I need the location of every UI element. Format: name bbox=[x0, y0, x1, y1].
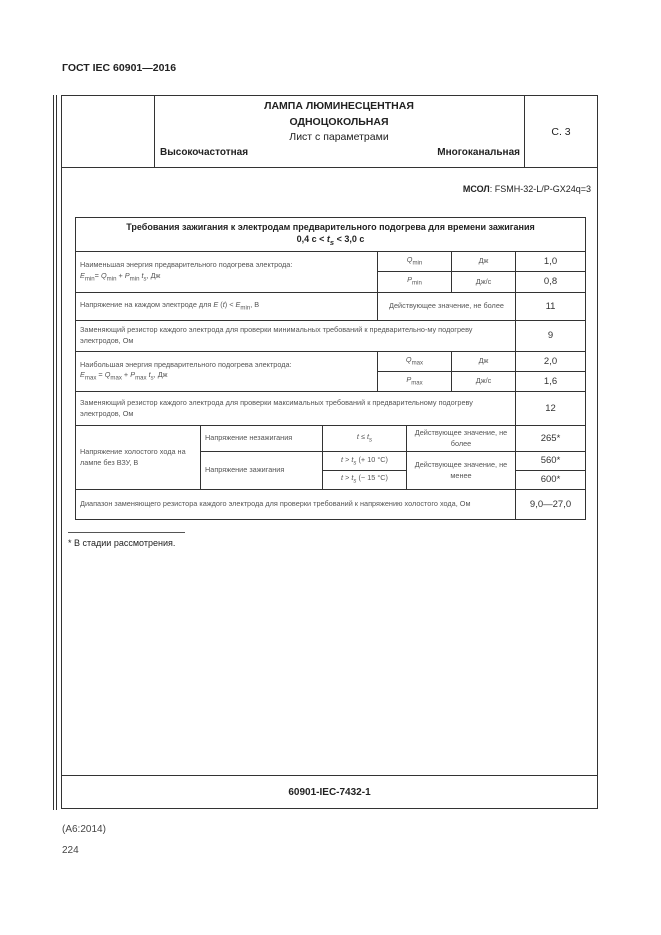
no-ignition-desc: Действующее значение, не более bbox=[406, 425, 516, 453]
margin-line bbox=[56, 95, 57, 810]
ignition-value1: 560* bbox=[514, 451, 587, 472]
rmax-label: Заменяющий резистор каждого электрода дл… bbox=[75, 391, 516, 427]
table-row: Pmin Дж/с 0,8 bbox=[76, 271, 587, 294]
margin-line bbox=[53, 95, 54, 810]
qmin-symbol: Qmin bbox=[377, 251, 452, 273]
table-row: Наибольшая энергия предварительного подо… bbox=[75, 351, 587, 393]
range-label: Диапазон заменяющего резистора каждого э… bbox=[75, 488, 516, 520]
sheet-footer-code: 60901-IEC-7432-1 bbox=[62, 775, 597, 808]
right-label: Многоканальная bbox=[437, 147, 520, 158]
table-row: t > ts (− 15 °С) 600* bbox=[76, 470, 587, 490]
sheet-frame: ЛАМПА ЛЮМИНЕСЦЕНТНАЯ ОДНОЦОКОЛЬНАЯ Лист … bbox=[61, 95, 598, 809]
sheet-page: С. 3 bbox=[551, 125, 571, 138]
sheet-title-line2: ОДНОЦОКОЛЬНАЯ bbox=[289, 116, 389, 128]
no-ignition-cond: t ≤ ts bbox=[322, 425, 407, 453]
ignition-desc: Действующее значение, не менее bbox=[406, 451, 516, 490]
ignition-cond2: t > ts (− 15 °С) bbox=[322, 470, 407, 490]
qmin-value: 1,0 bbox=[514, 251, 587, 273]
table-row: Наименьшая энергия предварительного подо… bbox=[75, 251, 587, 294]
rmin-value: 9 bbox=[514, 320, 587, 353]
footnote: * В стадии рассмотрения. bbox=[68, 538, 176, 548]
ignition-value2: 600* bbox=[514, 470, 587, 490]
table-row: Заменяющий резистор каждого электрода дл… bbox=[75, 320, 587, 353]
voltage-value: 11 bbox=[514, 292, 587, 322]
header-title-cell: ЛАМПА ЛЮМИНЕСЦЕНТНАЯ ОДНОЦОКОЛЬНАЯ Лист … bbox=[154, 96, 525, 167]
qmax-value: 2,0 bbox=[514, 351, 587, 373]
sheet-header: ЛАМПА ЛЮМИНЕСЦЕНТНАЯ ОДНОЦОКОЛЬНАЯ Лист … bbox=[62, 96, 597, 168]
ignition-requirements-table: Требования зажигания к электродам предва… bbox=[74, 216, 587, 520]
no-ignition-value: 265* bbox=[514, 425, 587, 453]
pmax-value: 1,6 bbox=[514, 371, 587, 393]
table-row: Диапазон заменяющего резистора каждого э… bbox=[75, 488, 587, 520]
pmax-symbol: Pmax bbox=[377, 371, 452, 393]
pmin-unit: Дж/с bbox=[451, 271, 516, 294]
emin-label: Наименьшая энергия предварительного подо… bbox=[75, 251, 378, 294]
model-value: : FSMH-32-L/P-GX24q=3 bbox=[489, 184, 591, 194]
table-row: Напряжение зажигания t > ts (+ 10 °С) Де… bbox=[76, 451, 587, 490]
pmin-value: 0,8 bbox=[514, 271, 587, 294]
voltage-label: Напряжение на каждом электроде для E (t)… bbox=[75, 292, 378, 322]
qmin-unit: Дж bbox=[451, 251, 516, 273]
sheet-title-line1: ЛАМПА ЛЮМИНЕСЦЕНТНАЯ bbox=[264, 100, 414, 112]
table-row: Заменяющий резистор каждого электрода дл… bbox=[75, 391, 587, 427]
table-row: Pmax Дж/с 1,6 bbox=[76, 371, 587, 393]
document-header: ГОСТ IEC 60901—2016 bbox=[62, 62, 177, 74]
qmax-unit: Дж bbox=[451, 351, 516, 373]
ignition-label: Напряжение зажигания bbox=[200, 451, 323, 490]
model-designation: МСОЛ: FSMH-32-L/P-GX24q=3 bbox=[463, 184, 591, 194]
footnote-divider bbox=[68, 532, 185, 533]
ocv-label: Напряжение холостого хода на лампе без В… bbox=[75, 425, 201, 490]
pmax-unit: Дж/с bbox=[451, 371, 516, 393]
model-label: МСОЛ bbox=[462, 184, 490, 194]
amendment-note: (А6:2014) bbox=[62, 824, 106, 835]
header-blank-cell bbox=[62, 96, 155, 167]
emax-label: Наибольшая энергия предварительного подо… bbox=[75, 351, 378, 393]
table-row: Напряжение на каждом электроде для E (t)… bbox=[75, 292, 587, 322]
ignition-cond1: t > ts (+ 10 °С) bbox=[322, 451, 407, 472]
table-title: Требования зажигания к электродам предва… bbox=[74, 216, 587, 253]
no-ignition-label: Напряжение незажигания bbox=[200, 425, 323, 453]
voltage-desc: Действующее значение, не более bbox=[377, 292, 516, 322]
page-number: 224 bbox=[62, 845, 79, 856]
range-value: 9,0—27,0 bbox=[514, 488, 587, 520]
pmin-symbol: Pmin bbox=[377, 271, 452, 294]
qmax-symbol: Qmax bbox=[377, 351, 452, 373]
rmin-label: Заменяющий резистор каждого электрода дл… bbox=[75, 320, 516, 353]
rmax-value: 12 bbox=[514, 391, 587, 427]
table-row: Напряжение холостого хода на лампе без В… bbox=[75, 425, 587, 490]
left-label: Высокочастотная bbox=[160, 147, 249, 158]
sheet-subtitle: Лист с параметрами bbox=[289, 131, 389, 143]
